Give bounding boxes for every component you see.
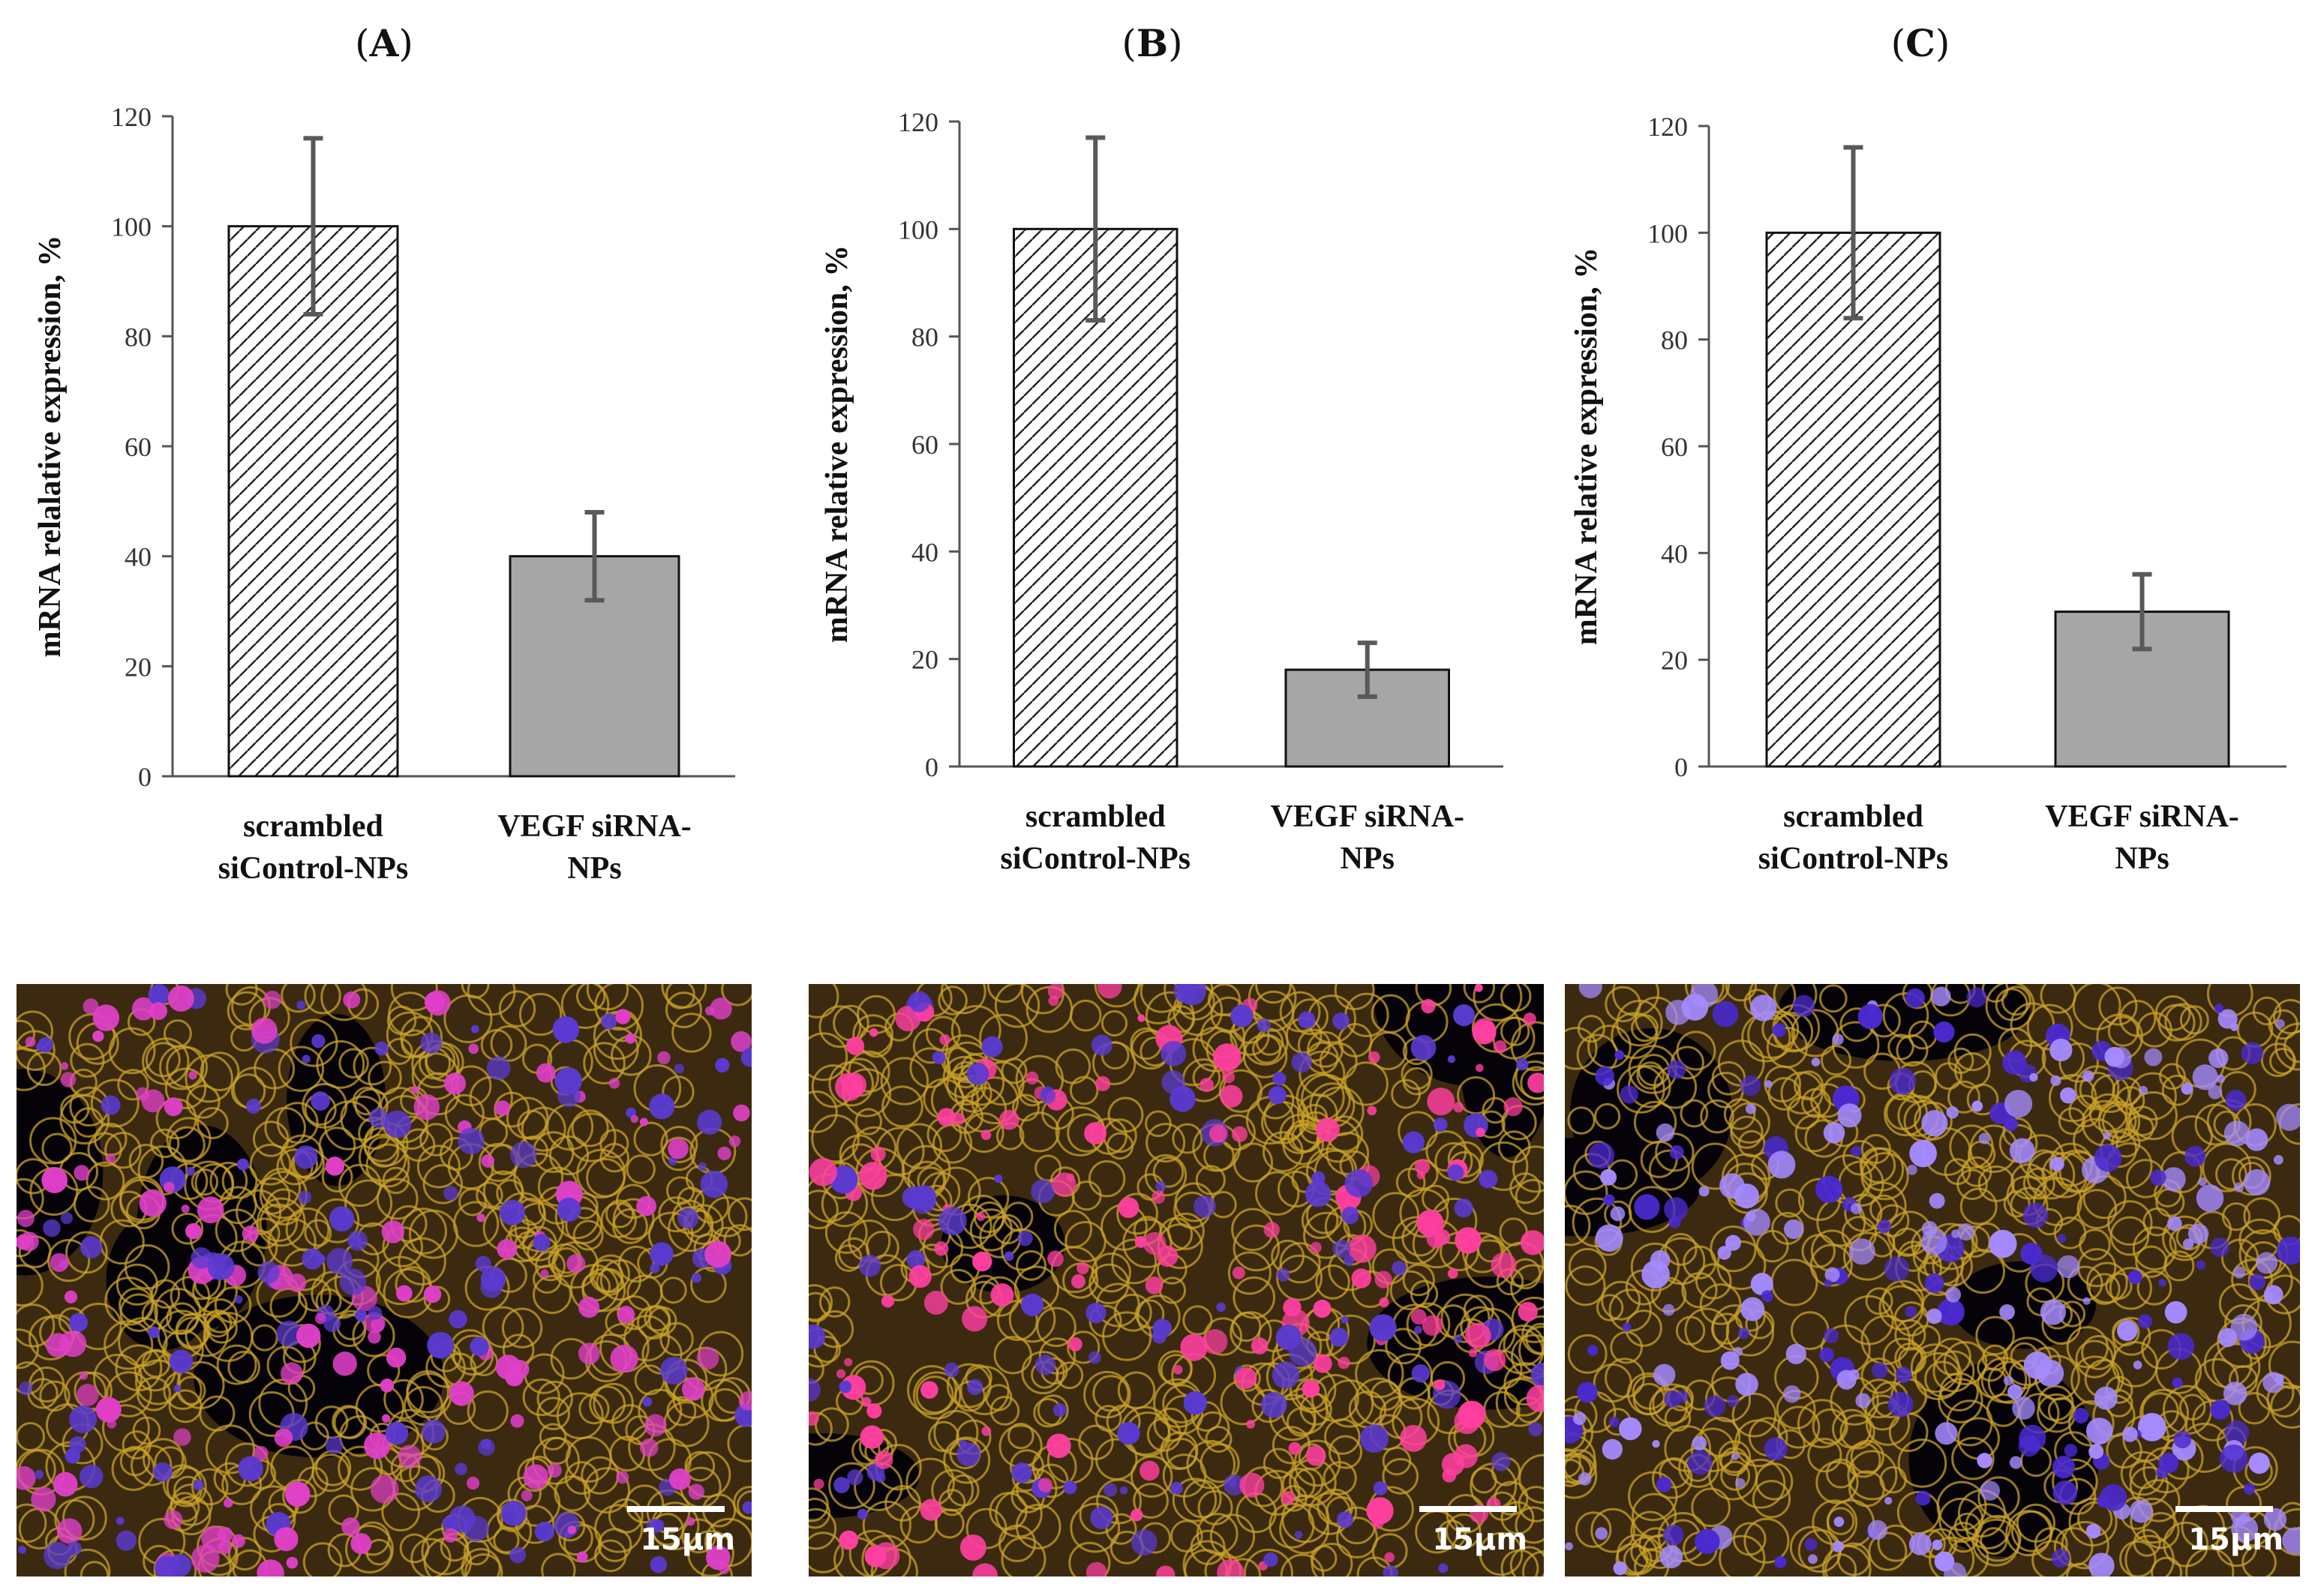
- chart-panel-b: (B) 0 20 40 60 80 100 120 mRNA relative express…: [768, 0, 1536, 900]
- y-tick-label-b: 20: [911, 645, 938, 675]
- x-tick-label-a-1: VEGF siRNA-NPs: [497, 809, 692, 886]
- y-tick-label-a: 20: [125, 652, 152, 682]
- y-tick-label-b: 0: [925, 752, 938, 782]
- y-axis-label-b: mRNA relative expression, %: [820, 245, 854, 643]
- y-tick-label-b: 120: [898, 107, 938, 137]
- panel-label-a: (A): [355, 21, 413, 65]
- micrograph-a: 15µm: [17, 984, 752, 1576]
- x-tick-label-b-1: VEGF siRNA-NPs: [1270, 800, 1464, 876]
- bar-a-0: [227, 225, 399, 778]
- y-tick-label-a: 0: [138, 762, 152, 792]
- error-bar-b-0: [1085, 135, 1106, 323]
- y-tick-label-a: 80: [125, 322, 152, 352]
- chart-panel-a: (A) 0 20 40 60 80 100 120 mRNA relalative expre…: [0, 0, 768, 900]
- y-tick-label-c: 60: [1661, 432, 1688, 462]
- micrograph-a-image: [17, 984, 752, 1576]
- scale-bar-a: [627, 1506, 725, 1512]
- y-tick-label-c: 20: [1661, 646, 1688, 676]
- panel-label-c: (C): [1890, 21, 1950, 65]
- y-tick-label-c: 80: [1661, 326, 1688, 356]
- y-tick-label-a: 100: [111, 212, 152, 242]
- error-bar-a-1: [584, 510, 605, 603]
- y-tick-label-a: 120: [111, 102, 152, 132]
- bar-chart-b: 0 20 40 60 80 100 120 mRNA relative expression,…: [820, 107, 1503, 876]
- bar-c-0: [1765, 231, 1941, 768]
- bar-chart-c: 0 20 40 60 80 100 120 mRNA relative expression,…: [1569, 112, 2286, 876]
- error-bar-b-1: [1357, 640, 1377, 699]
- x-tick-label-b-0: scrambled siControl-NPs: [1000, 800, 1191, 876]
- scale-label-c: 15µm: [2188, 1522, 2283, 1557]
- y-tick-label-b: 60: [911, 430, 938, 460]
- y-tick-label-c: 120: [1647, 112, 1688, 142]
- y-axis-label-a: mRNA relalative expression, %: [33, 235, 68, 657]
- error-bar-c-1: [2132, 572, 2152, 652]
- x-tick-label-a-0: scrambled siControl-NPs: [218, 809, 409, 886]
- y-tick-label-a: 40: [125, 542, 152, 572]
- bar-chart-a: 0 20 40 60 80 100 120 mRNA relalative expressio…: [33, 102, 735, 886]
- x-tick-label-c-1: VEGF siRNA-NPs: [2045, 800, 2239, 876]
- y-axis-label-c: mRNA relative expression, %: [1569, 248, 1604, 645]
- micrograph-c: 15µm: [1565, 984, 2300, 1576]
- micrograph-c-image: [1565, 984, 2300, 1576]
- error-bar-a-0: [303, 136, 323, 316]
- y-tick-label-c: 100: [1647, 218, 1688, 248]
- scale-label-b: 15µm: [1432, 1522, 1527, 1557]
- y-tick-label-a: 60: [125, 432, 152, 462]
- scale-label-a: 15µm: [640, 1522, 735, 1557]
- y-tick-label-b: 100: [898, 214, 938, 244]
- scale-bar-b: [1419, 1506, 1517, 1512]
- x-tick-label-c-0: scrambled siControl-NPs: [1758, 800, 1949, 876]
- error-bar-c-0: [1843, 145, 1863, 321]
- scale-bar-c: [2175, 1506, 2273, 1512]
- y-tick-label-b: 80: [911, 322, 938, 352]
- panel-label-b: (B): [1121, 21, 1183, 65]
- chart-panel-c: (C) 0 20 40 60 80 100 120 mRNA relative express…: [1536, 0, 2304, 900]
- micrograph-b: 15µm: [809, 984, 1544, 1576]
- y-tick-label-c: 40: [1661, 538, 1688, 568]
- y-tick-label-c: 0: [1674, 752, 1688, 782]
- micrograph-b-image: [809, 984, 1544, 1576]
- y-tick-label-b: 40: [911, 537, 938, 567]
